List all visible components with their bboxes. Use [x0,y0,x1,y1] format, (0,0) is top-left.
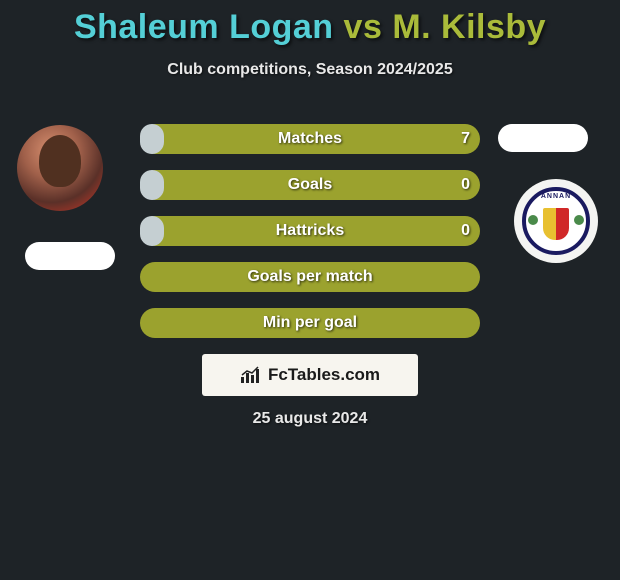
stat-label: Goals [140,170,480,200]
stat-value: 7 [461,124,470,154]
comparison-title: Shaleum Logan vs M. Kilsby [0,0,620,47]
stats-bars: Matches7Goals0Hattricks0Goals per matchM… [140,124,480,354]
stat-label: Goals per match [140,262,480,292]
player2-club-badge: ANNAN [514,179,598,263]
player1-name: Shaleum Logan [74,8,334,46]
badge-shield-icon [543,208,569,240]
stat-label: Min per goal [140,308,480,338]
stat-label: Matches [140,124,480,154]
stat-row: Matches7 [140,124,480,154]
logo-text: FcTables.com [268,365,380,385]
player2-form-pill [498,124,588,152]
stat-value: 0 [461,216,470,246]
stat-row: Goals per match [140,262,480,292]
stat-label: Hattricks [140,216,480,246]
snapshot-date: 25 august 2024 [0,410,620,428]
stat-row: Hattricks0 [140,216,480,246]
badge-top-text: ANNAN [526,193,586,200]
vs-text: vs [344,8,383,46]
stat-row: Min per goal [140,308,480,338]
chart-icon [240,366,262,384]
player1-avatar [17,125,103,211]
fctables-logo: FcTables.com [202,354,418,396]
stat-value: 0 [461,170,470,200]
player2-name: M. Kilsby [392,8,546,46]
stat-row: Goals0 [140,170,480,200]
player1-form-pill [25,242,115,270]
annan-athletic-badge: ANNAN [522,187,590,255]
subtitle: Club competitions, Season 2024/2025 [0,61,620,79]
